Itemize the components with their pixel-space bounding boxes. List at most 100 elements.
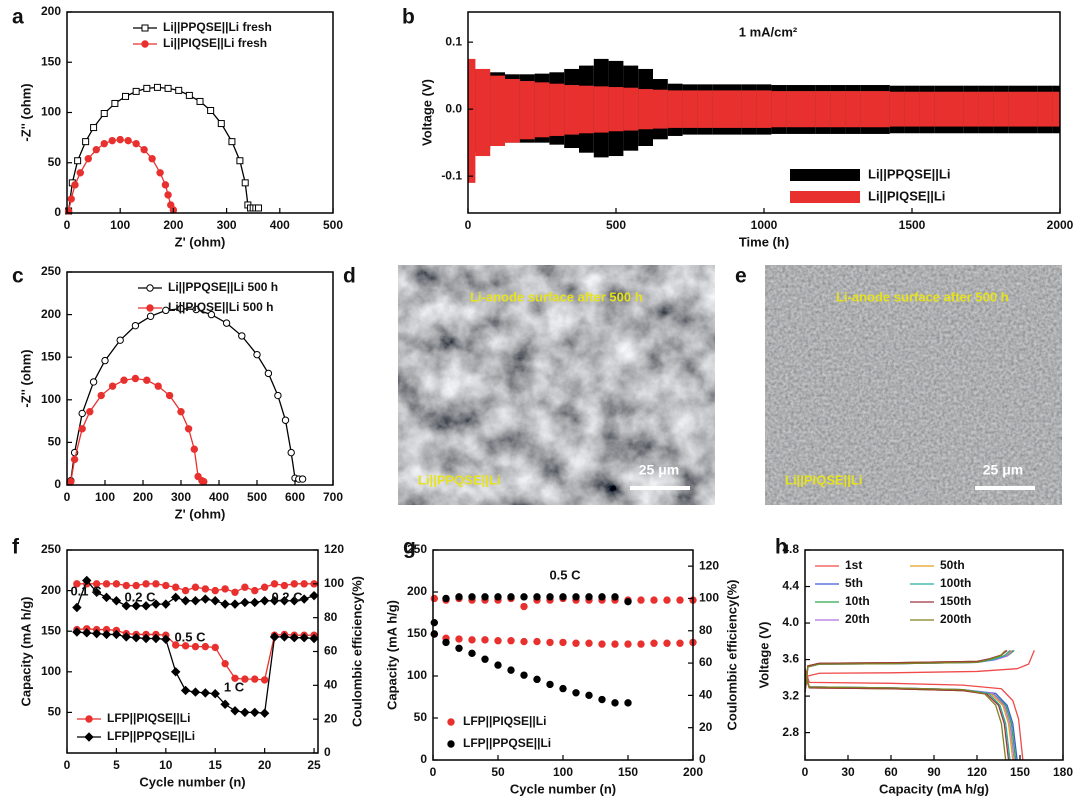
data-point <box>76 169 85 177</box>
legend-marker <box>146 304 154 312</box>
legend-label: Li||PPQSE||Li fresh <box>163 20 272 34</box>
y2-tick-label: 40 <box>324 678 338 692</box>
voltage-range <box>653 89 668 129</box>
legend-label: 10th <box>845 594 870 608</box>
data-point <box>309 590 319 601</box>
data-point <box>533 593 541 601</box>
data-point <box>611 699 619 707</box>
y-tick-label: 250 <box>41 542 61 556</box>
data-point <box>102 580 111 588</box>
data-point <box>200 594 211 604</box>
x-tick-label: 2000 <box>1047 218 1074 232</box>
y2-tick-label: 0 <box>324 745 331 759</box>
voltage-range <box>875 91 890 128</box>
voltage-range <box>815 91 831 128</box>
y-axis-label: Capacity (mA h/g) <box>384 600 399 710</box>
data-point <box>546 638 554 647</box>
x-tick-label: 60 <box>884 765 898 779</box>
legend-label: Li||PPQSE||Li <box>868 166 950 181</box>
data-point <box>663 596 671 604</box>
data-point <box>241 583 249 591</box>
data-point <box>161 181 170 189</box>
x-axis-label: Z' (ohm) <box>175 506 226 521</box>
data-point <box>207 310 216 319</box>
data-point <box>289 596 299 606</box>
data-point <box>92 145 100 154</box>
voltage-range <box>963 91 979 127</box>
x-axis-label: Capacity (mA h/g) <box>879 781 989 796</box>
voltage-range <box>638 89 653 130</box>
voltage-range <box>712 90 727 128</box>
x-axis-label: Cycle number (n) <box>510 781 616 796</box>
plot-frame <box>66 549 319 754</box>
legend-swatch <box>790 169 860 181</box>
series-line <box>804 649 1017 761</box>
series-line <box>804 649 1015 761</box>
data-point <box>184 425 193 433</box>
data-point <box>598 593 606 601</box>
y-tick-label: 3.2 <box>782 688 799 702</box>
data-point <box>153 83 161 91</box>
data-point <box>585 593 593 601</box>
y-axis-label: Voltage (V) <box>419 79 434 146</box>
data-point <box>211 643 219 652</box>
x-tick-label: 300 <box>171 490 191 504</box>
x-tick-label: 50 <box>491 765 505 779</box>
voltage-range <box>889 91 905 127</box>
y2-tick-label: 80 <box>324 610 338 624</box>
voltage-range <box>1037 91 1053 127</box>
voltage-range <box>505 79 520 143</box>
legend-label: 1st <box>845 558 862 572</box>
data-point <box>132 139 140 148</box>
data-point <box>91 628 102 639</box>
data-point <box>520 671 528 679</box>
panel-letter: e <box>735 265 747 288</box>
voltage-range <box>801 91 816 128</box>
y-tick-label: 0.1 <box>445 34 462 48</box>
panel-letter: a <box>12 6 24 29</box>
data-point <box>481 655 489 663</box>
data-point <box>585 639 593 647</box>
voltage-range <box>564 85 579 135</box>
data-point <box>624 597 632 606</box>
data-point <box>181 642 190 650</box>
data-point <box>108 136 116 145</box>
panel-letter: c <box>12 265 24 288</box>
x-tick-label: 0 <box>465 218 472 232</box>
data-point <box>165 391 174 400</box>
legend-marker <box>84 732 94 742</box>
data-point <box>236 157 244 165</box>
data-point <box>196 97 204 105</box>
scale-bar-label: 25 μm <box>983 462 1023 478</box>
data-point <box>241 675 249 683</box>
data-point <box>585 691 593 700</box>
legend-label: Li||PIQSE||Li fresh <box>163 36 267 50</box>
data-point <box>201 585 210 593</box>
data-point <box>78 425 86 433</box>
legend-label: 100th <box>940 576 971 590</box>
panel-letter: h <box>775 536 788 559</box>
y-tick-label: 100 <box>41 392 61 406</box>
x-tick-label: 1000 <box>751 218 778 232</box>
data-point <box>238 332 246 340</box>
voltage-range <box>993 91 1009 127</box>
y2-tick-label: 40 <box>699 688 713 702</box>
x-tick-label: 0 <box>802 765 809 779</box>
series-line <box>70 307 303 481</box>
data-point <box>148 155 156 163</box>
voltage-range <box>475 68 491 157</box>
data-point <box>520 637 528 646</box>
data-point <box>217 120 225 128</box>
data-point <box>82 138 90 146</box>
data-point <box>572 639 580 647</box>
data-point <box>210 689 220 699</box>
voltage-range <box>949 91 964 127</box>
legend-label: LFP||PIQSE||Li <box>107 711 190 725</box>
voltage-range <box>682 90 698 128</box>
data-point <box>72 602 82 613</box>
x-tick-label: 600 <box>285 490 305 504</box>
data-point <box>250 707 260 718</box>
voltage-range <box>534 82 550 138</box>
data-point <box>67 195 75 203</box>
